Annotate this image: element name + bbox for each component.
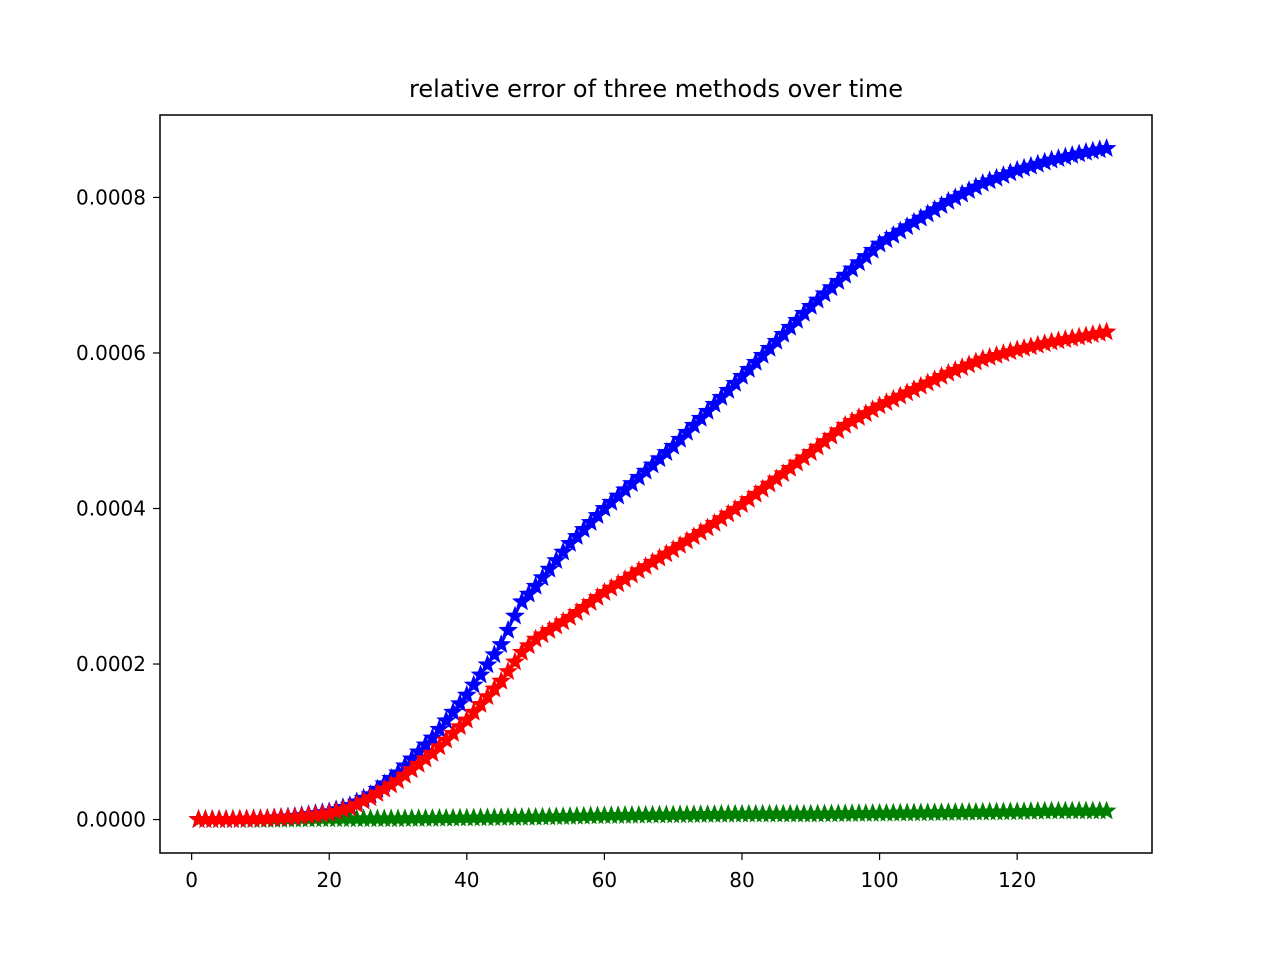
- data-point: [491, 670, 512, 690]
- data-point: [491, 634, 512, 654]
- data-point: [532, 567, 553, 587]
- data-point: [477, 654, 498, 674]
- data-point: [484, 644, 505, 664]
- data-point: [546, 550, 567, 570]
- data-point: [456, 709, 477, 729]
- data-point: [511, 591, 532, 611]
- data-point: [505, 605, 525, 625]
- data-point: [498, 661, 518, 680]
- data-point: [470, 664, 491, 684]
- y-tick-label: 0.0000: [76, 808, 146, 832]
- data-point: [1096, 321, 1117, 341]
- data-point: [484, 678, 505, 698]
- y-axis: 0.0000 0.0002 0.0004 0.0006 0.0008: [76, 185, 160, 832]
- data-point: [429, 718, 450, 738]
- chart-title: relative error of three methods over tim…: [409, 75, 903, 103]
- y-tick-label: 0.0008: [76, 185, 146, 209]
- data-point: [450, 693, 470, 713]
- data-point: [463, 674, 484, 694]
- x-tick-label: 60: [592, 868, 617, 892]
- x-axis: 0 20 40 60 80 100 120: [185, 853, 1036, 892]
- data-point: [525, 575, 546, 595]
- y-tick-label: 0.0006: [76, 341, 146, 365]
- data-point: [553, 541, 574, 561]
- series-layer: [188, 138, 1117, 828]
- data-point: [518, 583, 539, 603]
- plot-frame: [159, 114, 1153, 854]
- data-point: [456, 684, 477, 704]
- x-tick-label: 120: [998, 868, 1036, 892]
- data-point: [1096, 138, 1117, 157]
- data-point: [498, 619, 518, 639]
- data-point: [436, 710, 457, 730]
- y-tick-label: 0.0004: [76, 496, 146, 520]
- x-tick-label: 20: [317, 868, 342, 892]
- x-tick-label: 40: [454, 868, 479, 892]
- data-point: [422, 727, 443, 747]
- data-point: [539, 558, 560, 578]
- data-point: [477, 686, 498, 706]
- x-tick-label: 0: [185, 868, 198, 892]
- x-tick-label: 80: [729, 868, 754, 892]
- x-tick-label: 100: [860, 868, 898, 892]
- data-point: [443, 701, 463, 721]
- y-tick-label: 0.0002: [76, 652, 146, 676]
- series-1: [188, 321, 1117, 828]
- data-point: [505, 651, 525, 671]
- data-point: [463, 701, 484, 721]
- data-point: [1096, 800, 1117, 820]
- data-point: [470, 694, 491, 713]
